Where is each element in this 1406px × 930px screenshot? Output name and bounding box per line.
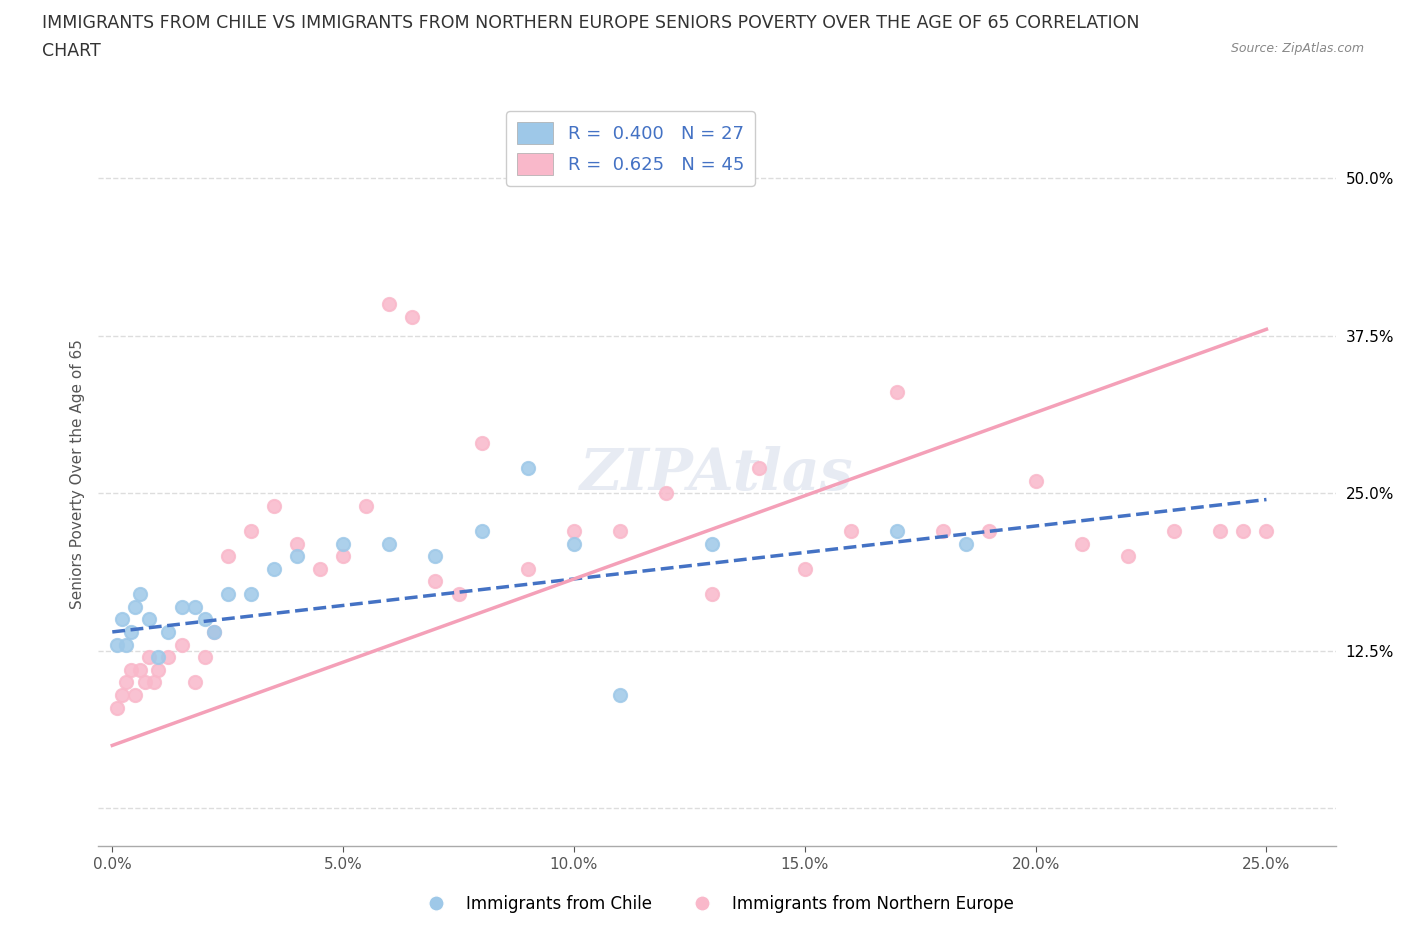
- Point: [194, 612, 217, 627]
- Point: [471, 524, 494, 538]
- Point: [110, 612, 132, 627]
- Point: [170, 599, 193, 614]
- Point: [263, 498, 285, 513]
- Point: [702, 587, 724, 602]
- Point: [354, 498, 377, 513]
- Point: [142, 675, 165, 690]
- Point: [378, 297, 401, 312]
- Point: [609, 524, 631, 538]
- Point: [1116, 549, 1139, 564]
- Point: [839, 524, 862, 538]
- Point: [378, 537, 401, 551]
- Point: [309, 562, 332, 577]
- Point: [105, 700, 128, 715]
- Point: [217, 549, 239, 564]
- Point: [401, 310, 423, 325]
- Point: [129, 587, 152, 602]
- Text: Source: ZipAtlas.com: Source: ZipAtlas.com: [1230, 42, 1364, 55]
- Point: [124, 599, 146, 614]
- Point: [932, 524, 955, 538]
- Point: [425, 574, 447, 589]
- Point: [748, 460, 770, 475]
- Point: [516, 562, 538, 577]
- Y-axis label: Seniors Poverty Over the Age of 65: Seniors Poverty Over the Age of 65: [69, 339, 84, 609]
- Point: [148, 650, 170, 665]
- Point: [202, 624, 225, 639]
- Point: [332, 549, 354, 564]
- Point: [702, 537, 724, 551]
- Point: [124, 687, 146, 702]
- Point: [886, 385, 908, 400]
- Point: [1209, 524, 1232, 538]
- Point: [184, 599, 207, 614]
- Point: [793, 562, 815, 577]
- Point: [886, 524, 908, 538]
- Point: [129, 662, 152, 677]
- Point: [110, 687, 132, 702]
- Point: [156, 624, 179, 639]
- Point: [115, 675, 138, 690]
- Point: [184, 675, 207, 690]
- Point: [138, 612, 160, 627]
- Point: [1163, 524, 1185, 538]
- Point: [1025, 473, 1047, 488]
- Point: [285, 537, 308, 551]
- Point: [516, 460, 538, 475]
- Point: [471, 435, 494, 450]
- Point: [955, 537, 977, 551]
- Point: [1070, 537, 1092, 551]
- Point: [194, 650, 217, 665]
- Point: [148, 662, 170, 677]
- Point: [115, 637, 138, 652]
- Point: [134, 675, 156, 690]
- Point: [239, 587, 262, 602]
- Text: CHART: CHART: [42, 42, 101, 60]
- Point: [156, 650, 179, 665]
- Point: [120, 624, 142, 639]
- Point: [655, 485, 678, 500]
- Point: [562, 537, 585, 551]
- Text: IMMIGRANTS FROM CHILE VS IMMIGRANTS FROM NORTHERN EUROPE SENIORS POVERTY OVER TH: IMMIGRANTS FROM CHILE VS IMMIGRANTS FROM…: [42, 14, 1140, 32]
- Point: [332, 537, 354, 551]
- Point: [170, 637, 193, 652]
- Point: [285, 549, 308, 564]
- Point: [202, 624, 225, 639]
- Point: [979, 524, 1001, 538]
- Point: [138, 650, 160, 665]
- Point: [425, 549, 447, 564]
- Point: [105, 637, 128, 652]
- Point: [447, 587, 470, 602]
- Point: [562, 524, 585, 538]
- Point: [217, 587, 239, 602]
- Text: ZIPAtlas: ZIPAtlas: [581, 446, 853, 502]
- Point: [239, 524, 262, 538]
- Point: [1232, 524, 1254, 538]
- Point: [120, 662, 142, 677]
- Point: [1256, 524, 1278, 538]
- Point: [263, 562, 285, 577]
- Point: [609, 687, 631, 702]
- Legend: Immigrants from Chile, Immigrants from Northern Europe: Immigrants from Chile, Immigrants from N…: [413, 888, 1021, 920]
